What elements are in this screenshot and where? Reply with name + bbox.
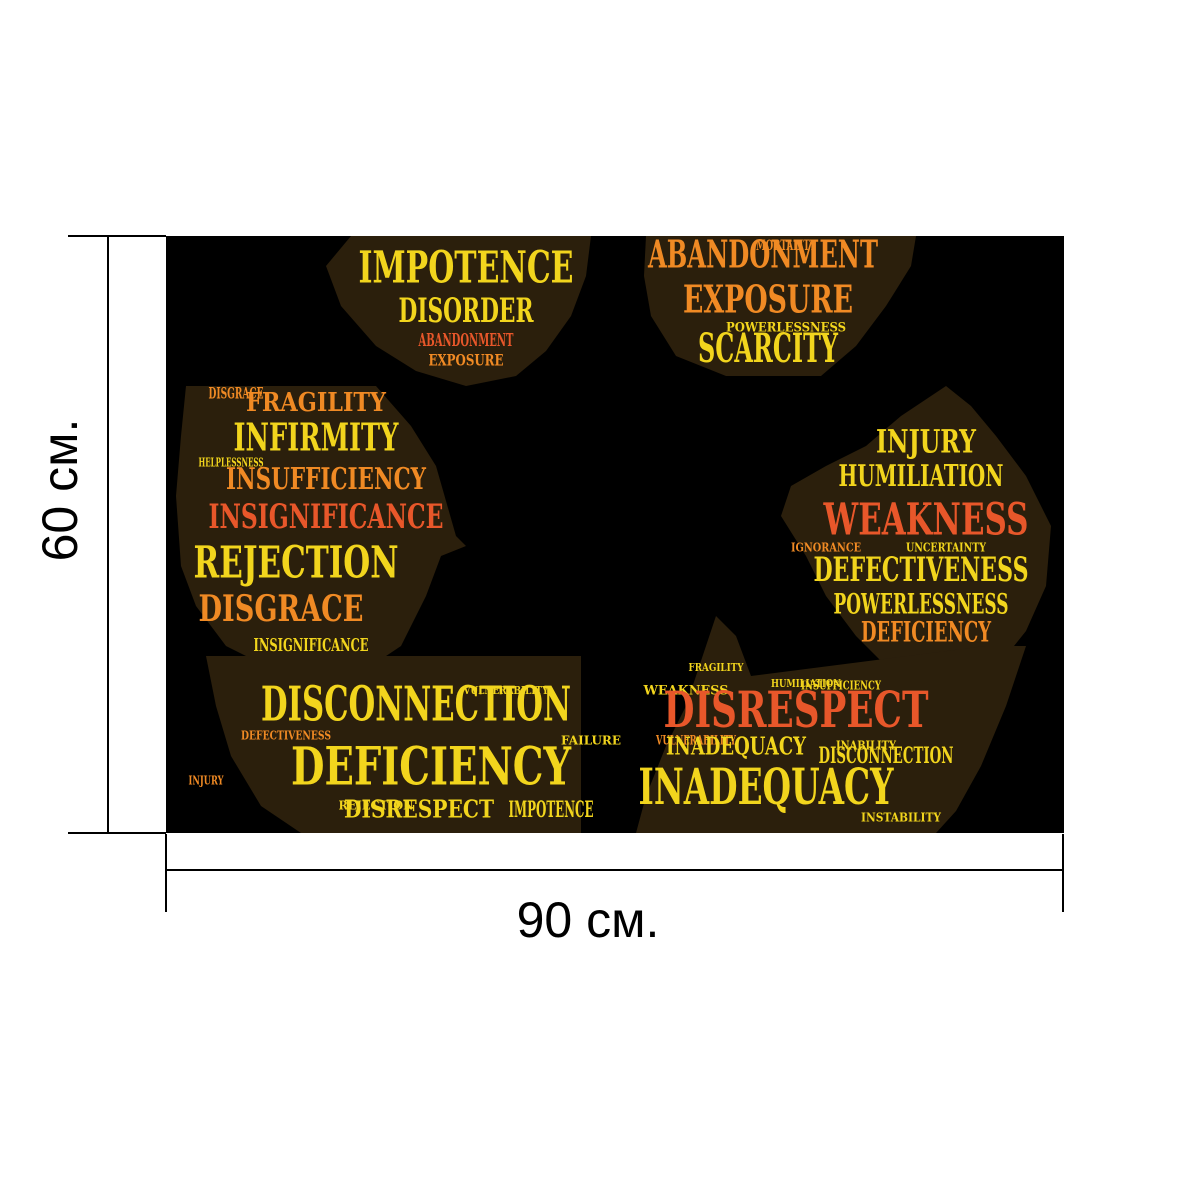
small-word-insufficiency-10: INSUFFICIENCY [801, 679, 881, 693]
word-rejection-14: REJECTION [194, 538, 399, 589]
top-left-leaf-shape [326, 236, 591, 386]
small-word-ignorance-6: IGNORANCE [791, 541, 861, 555]
word-abandonment-2: ABANDONMENT [647, 236, 878, 277]
top-right-leaf-shape [644, 236, 916, 376]
word-inadequacy-28: INADEQUACY [666, 732, 807, 761]
word-deficiency-22: DEFICIENCY [861, 616, 992, 649]
small-word-inability-11: INABILITY [836, 739, 896, 753]
word-disconnection-29: DISCONNECTION [819, 743, 954, 769]
right-leaf-shape [781, 386, 1051, 666]
bottom-left-leaf-shape [206, 656, 581, 833]
word-disrespect-25: DISRESPECT [344, 795, 494, 824]
small-word-vulnerability-0: VULNERABILITY [655, 734, 736, 749]
word-scarcity-6: SCARCITY [698, 325, 838, 372]
small-word-fragility-14: FRAGILITY [689, 661, 744, 674]
width-dimension-right-tick [1062, 834, 1064, 912]
word-insignificance-16: INSIGNIFICANCE [254, 635, 369, 656]
small-word-weakness-1: WEAKNESS [643, 684, 729, 699]
word-disrespect-27: DISRESPECT [664, 680, 929, 739]
word-deficiency-24: DEFICIENCY [291, 737, 572, 798]
bottom-right-leaf-shape [636, 616, 1026, 833]
word-disgrace-10: DISGRACE [209, 384, 264, 403]
word-impotence-0: IMPOTENCE [359, 243, 574, 294]
small-word-vulnerability-12: VULNERABILITY [463, 684, 549, 697]
word-exposure-5: EXPOSURE [429, 351, 504, 370]
word-cloud-artwork: VULNERABILITY WEAKNESS FAILURE UNCERTAINTY D… [166, 236, 1064, 833]
word-fragility-9: FRAGILITY [246, 388, 386, 418]
word-disgrace-15: DISGRACE [199, 588, 364, 630]
word-impotence-26: IMPOTENCE [509, 797, 594, 823]
height-dimension-line [107, 235, 109, 834]
word-inadequacy-30: INADEQUACY [639, 757, 895, 816]
word-weakness-19: WEAKNESS [823, 495, 1029, 546]
height-dimension-bottom-tick [68, 832, 166, 834]
word-injury-17: INJURY [876, 423, 977, 461]
word-insufficiency-12: INSUFFICIENCY [226, 462, 426, 497]
small-word-helplessness-5: HELPLESSNESS [199, 456, 264, 470]
word-infirmity-11: INFIRMITY [234, 415, 400, 460]
word-disorder-1: DISORDER [399, 291, 534, 331]
left-leaf-shape [176, 386, 466, 666]
word-humiliation-18: HUMILIATION [839, 459, 1004, 494]
height-dimension-top-tick [68, 235, 166, 237]
word-powerlessness-8: POWERLESSNESS [726, 321, 846, 336]
word-mortality-7: MORTALITY [756, 238, 817, 254]
small-word-rejection-8: REJECTION [339, 799, 414, 813]
small-word-uncertainty-3: UNCERTAINTY [906, 541, 986, 555]
width-dimension-line [165, 869, 1064, 871]
word-powerlessness-21: POWERLESSNESS [834, 588, 1009, 621]
word-insignificance-13: INSIGNIFICANCE [209, 497, 444, 537]
recycle-word-cloud-svg: VULNERABILITYWEAKNESSFAILUREUNCERTAINTYD… [166, 236, 1064, 833]
word-disconnection-23: DISCONNECTION [261, 677, 571, 733]
width-dimension-label: 90 см. [516, 892, 660, 948]
height-dimension-label: 60 см. [32, 418, 88, 562]
word-abandonment-4: ABANDONMENT [418, 330, 514, 351]
width-dimension-left-tick [165, 834, 167, 912]
small-word-failure-2: FAILURE [561, 734, 621, 748]
small-word-humiliation-13: HUMILIATION [771, 677, 841, 690]
small-word-injury-9: INJURY [189, 774, 224, 788]
word-defectiveness-20: DEFECTIVENESS [814, 550, 1029, 590]
small-word-defectiveness-4: DEFECTIVENESS [241, 729, 331, 743]
small-word-instability-7: INSTABILITY [861, 811, 941, 825]
word-exposure-3: EXPOSURE [683, 277, 853, 322]
